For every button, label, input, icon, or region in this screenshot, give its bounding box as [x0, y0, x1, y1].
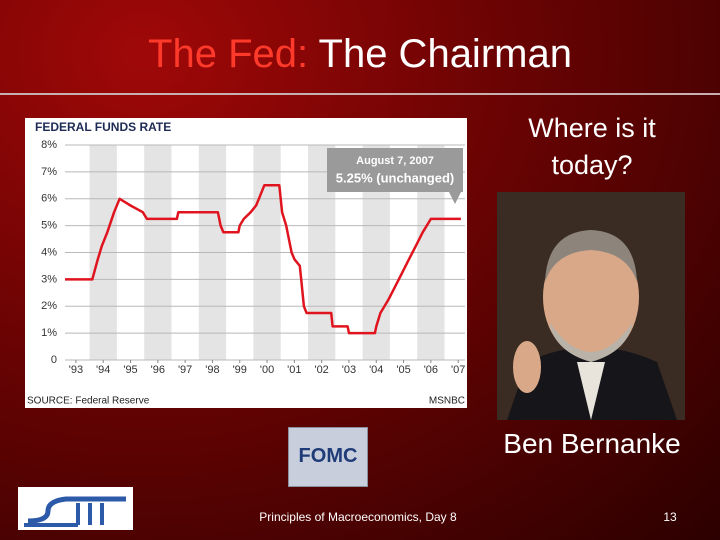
title-prefix: The Fed:	[148, 32, 309, 76]
footer: Principles of Macroeconomics, Day 8	[259, 510, 457, 524]
x-tick-label: '93	[69, 364, 83, 376]
fomc-logo-text: FOMC	[298, 445, 358, 467]
x-tick-label: '02	[314, 364, 328, 376]
title-rule	[0, 93, 720, 95]
y-tick-label: 5%	[41, 220, 57, 232]
y-tick-label: 1%	[41, 327, 57, 339]
x-tick-label: '00	[260, 364, 274, 376]
logo-strokes	[24, 503, 104, 527]
slide-title: The Fed: The Chairman	[0, 32, 720, 77]
y-tick-label: 4%	[41, 246, 57, 258]
fomc-logo: FOMC	[288, 427, 368, 487]
portrait-hand	[513, 341, 541, 393]
x-tick-label: '06	[424, 364, 438, 376]
x-tick-label: '03	[342, 364, 356, 376]
x-tick-label: '95	[123, 364, 137, 376]
portrait-shirt	[577, 362, 605, 420]
x-tick-label: '99	[233, 364, 247, 376]
title-main: The Chairman	[318, 32, 572, 76]
x-tick-label: '97	[178, 364, 192, 376]
x-tick-label: '98	[205, 364, 219, 376]
x-tick-label: '07	[451, 364, 465, 376]
y-tick-label: 7%	[41, 166, 57, 178]
y-tick-label: 3%	[41, 273, 57, 285]
chart: FEDERAL FUNDS RATE 0 1% 2% 3% 4% 5% 6% 7% 8% '93 '…	[25, 118, 467, 408]
footer-logo	[18, 487, 133, 530]
annotation-date: August 7, 2007	[356, 155, 434, 167]
footer-logo-mark	[24, 496, 126, 527]
x-tick-label: '04	[369, 364, 383, 376]
chart-credit: MSNBC	[429, 396, 465, 407]
y-tick-label: 0	[51, 354, 57, 366]
annotation-text: 5.25% (unchanged)	[336, 170, 454, 185]
portrait-hair	[545, 230, 637, 282]
y-tick-label: 6%	[41, 193, 57, 205]
x-tick-label: '05	[396, 364, 410, 376]
y-tick-label: 2%	[41, 300, 57, 312]
question: Where is it today?	[528, 113, 656, 180]
logo-swoosh	[27, 496, 126, 524]
annotation: August 7, 2007 5.25% (unchanged)	[327, 148, 463, 204]
chart-title: FEDERAL FUNDS RATE	[35, 120, 171, 134]
x-tick-label: '94	[96, 364, 110, 376]
plot: 0 1% 2% 3% 4% 5% 6% 7% 8% '93 '94 '95 '96 '97 '98 '99 '0…	[41, 139, 465, 376]
page-number: 13	[663, 510, 677, 524]
caption: Ben Bernanke	[503, 428, 681, 459]
x-tick-label: '01	[287, 364, 301, 376]
rate-line	[65, 184, 461, 335]
x-tick-label: '96	[151, 364, 165, 376]
y-tick-label: 8%	[41, 139, 57, 151]
annotation-bubble	[327, 148, 463, 204]
portrait-beard	[549, 322, 633, 362]
portrait-face	[543, 235, 639, 359]
chart-source: SOURCE: Federal Reserve	[27, 396, 150, 407]
portrait	[497, 192, 685, 420]
